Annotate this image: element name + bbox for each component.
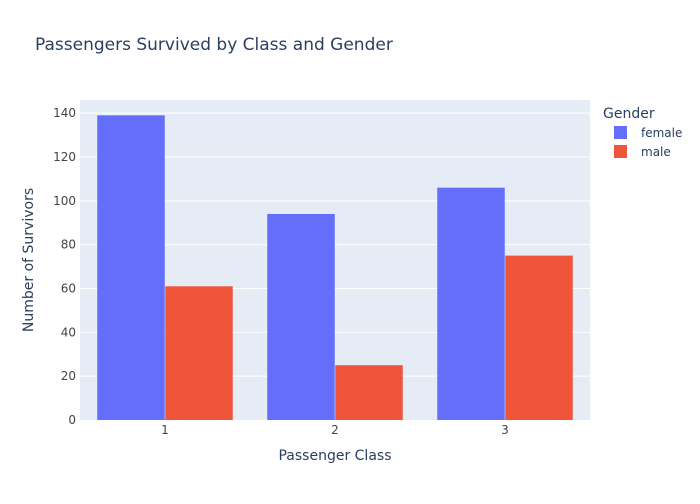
- y-tick-label: 60: [61, 281, 76, 295]
- legend-label: male: [641, 145, 671, 159]
- y-tick-label: 120: [53, 150, 76, 164]
- bar-female-class-2[interactable]: [267, 213, 335, 420]
- legend[interactable]: Gender female male: [603, 106, 682, 159]
- y-tick-label: 100: [53, 194, 76, 208]
- y-tick-label: 0: [68, 413, 76, 427]
- x-axis-title: Passenger Class: [278, 448, 391, 464]
- bars: [97, 115, 573, 420]
- x-tick-label: 2: [331, 423, 339, 437]
- bar-male-class-2[interactable]: [335, 365, 403, 420]
- legend-items[interactable]: female male: [614, 126, 682, 159]
- y-tick-label: 40: [61, 325, 76, 339]
- x-axis-ticks: 1 2 3: [161, 423, 509, 437]
- plot-area: [80, 100, 590, 420]
- bar-male-class-1[interactable]: [165, 286, 233, 420]
- legend-label: female: [641, 126, 682, 140]
- y-tick-label: 140: [53, 106, 76, 120]
- bar-female-class-3[interactable]: [437, 187, 505, 420]
- x-tick-label: 3: [501, 423, 509, 437]
- legend-swatch: [614, 145, 627, 158]
- legend-item-female[interactable]: female: [614, 126, 682, 140]
- legend-item-male[interactable]: male: [614, 145, 671, 159]
- bar-female-class-1[interactable]: [97, 115, 165, 420]
- x-tick-label: 1: [161, 423, 169, 437]
- chart-title: Passengers Survived by Class and Gender: [35, 35, 393, 55]
- legend-swatch: [614, 126, 627, 139]
- bar-male-class-3[interactable]: [505, 255, 573, 420]
- gridlines: [80, 112, 590, 377]
- y-tick-label: 80: [61, 238, 76, 252]
- y-axis-title: Number of Survivors: [21, 188, 37, 332]
- y-tick-label: 20: [61, 369, 76, 383]
- legend-title: Gender: [603, 106, 655, 122]
- y-axis-ticks: 0 20 40 60 80 100 120 140: [53, 106, 76, 427]
